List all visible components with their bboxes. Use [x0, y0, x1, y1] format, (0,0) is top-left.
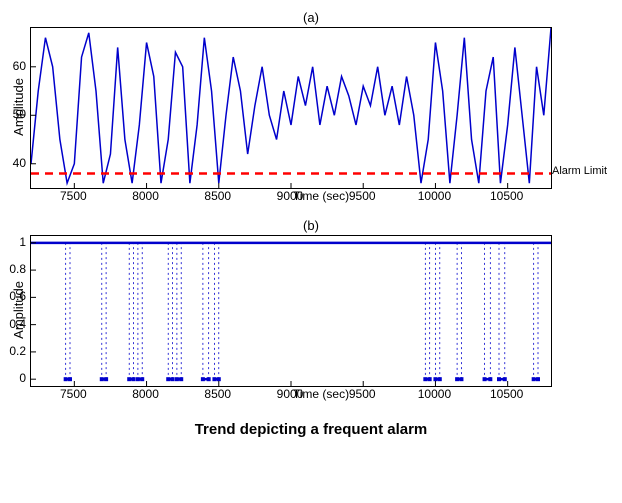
- alarm-limit-label: Alarm Limit: [552, 165, 607, 177]
- xtick-label: 8000: [132, 187, 159, 203]
- plot-a-area: 750080008500900095001000010500405060: [30, 27, 611, 187]
- chart-a-series: [31, 28, 551, 183]
- xtick-label: 8500: [204, 385, 231, 401]
- ytick-label: 0.6: [9, 289, 30, 303]
- plot-b-area: 75008000850090009500100001050000.20.40.6…: [30, 235, 611, 385]
- ytick-label: 0.4: [9, 317, 30, 331]
- chart-a-svg: [30, 27, 552, 189]
- subplot-b-title: (b): [11, 218, 611, 233]
- ytick-label: 0: [19, 371, 30, 385]
- ytick-label: 60: [13, 59, 30, 73]
- ytick-label: 0.8: [9, 262, 30, 276]
- subplot-a-title: (a): [11, 10, 611, 25]
- ytick-label: 0.2: [9, 344, 30, 358]
- xtick-label: 9000: [277, 187, 304, 203]
- figure-container: (a) Amplitude 75008000850090009500100001…: [11, 10, 611, 438]
- xtick-label: 8000: [132, 385, 159, 401]
- xtick-label: 9500: [349, 385, 376, 401]
- subplot-a: (a) Amplitude 75008000850090009500100001…: [11, 10, 611, 203]
- xtick-label: 9000: [277, 385, 304, 401]
- xtick-label: 9500: [349, 187, 376, 203]
- ytick-label: 50: [13, 107, 30, 121]
- xtick-label: 7500: [60, 187, 87, 203]
- xtick-label: 10500: [490, 385, 523, 401]
- subplot-b: (b) Amplitude 75008000850090009500100001…: [11, 218, 611, 401]
- xtick-label: 7500: [60, 385, 87, 401]
- ytick-label: 1: [19, 235, 30, 249]
- subplot-b-xlabel: Time (sec): [31, 387, 611, 401]
- subplot-a-xlabel: Time (sec): [31, 189, 611, 203]
- xtick-label: 10000: [418, 187, 451, 203]
- figure-caption: Trend depicting a frequent alarm: [11, 421, 611, 438]
- xtick-label: 10500: [490, 187, 523, 203]
- xtick-label: 8500: [204, 187, 231, 203]
- chart-b-svg: [30, 235, 552, 387]
- xtick-label: 10000: [418, 385, 451, 401]
- ytick-label: 40: [13, 156, 30, 170]
